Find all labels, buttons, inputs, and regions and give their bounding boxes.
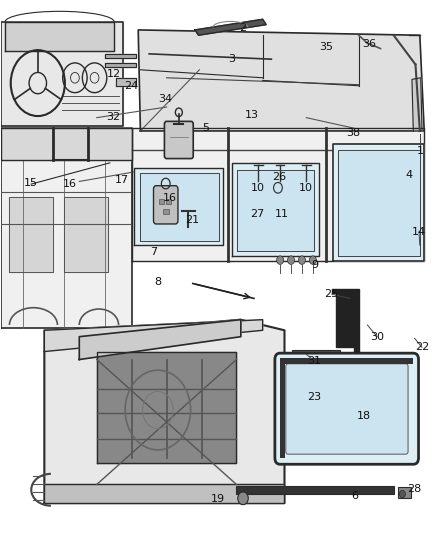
Text: 10: 10 [298, 183, 312, 193]
Text: 8: 8 [154, 278, 162, 287]
Bar [162, 209, 169, 214]
Text: 2: 2 [240, 23, 247, 34]
Circle shape [298, 256, 305, 264]
Text: 34: 34 [159, 94, 173, 104]
Polygon shape [64, 197, 108, 272]
Bar [237, 486, 394, 494]
Text: 1: 1 [417, 146, 424, 156]
Circle shape [399, 490, 406, 498]
Bar [292, 351, 340, 358]
Polygon shape [1, 22, 123, 126]
Text: 31: 31 [307, 356, 321, 366]
Polygon shape [97, 352, 237, 463]
Text: 11: 11 [276, 209, 290, 220]
Polygon shape [338, 150, 420, 256]
Polygon shape [332, 289, 359, 352]
Polygon shape [10, 197, 53, 272]
Text: 28: 28 [407, 484, 422, 494]
Text: 38: 38 [346, 127, 360, 138]
Text: 32: 32 [106, 111, 120, 122]
Polygon shape [237, 169, 314, 251]
Polygon shape [44, 320, 263, 352]
Text: 16: 16 [163, 193, 177, 204]
Text: 19: 19 [211, 494, 225, 504]
FancyBboxPatch shape [164, 122, 193, 159]
Text: 3: 3 [229, 54, 236, 64]
Text: 14: 14 [412, 227, 426, 237]
Text: 36: 36 [363, 39, 377, 49]
FancyBboxPatch shape [275, 353, 419, 464]
Text: 25: 25 [325, 289, 339, 299]
FancyBboxPatch shape [153, 185, 178, 224]
Polygon shape [1, 128, 132, 160]
FancyBboxPatch shape [286, 364, 408, 454]
Text: 6: 6 [351, 491, 358, 501]
Text: 10: 10 [251, 183, 265, 193]
Text: 30: 30 [370, 332, 384, 342]
Text: 4: 4 [405, 170, 413, 180]
Polygon shape [44, 484, 285, 503]
Circle shape [277, 256, 284, 264]
Polygon shape [140, 173, 219, 241]
Bar [280, 360, 286, 458]
Circle shape [288, 256, 294, 264]
Text: 22: 22 [415, 342, 429, 352]
Text: 9: 9 [311, 261, 318, 270]
Polygon shape [106, 54, 136, 58]
Text: 26: 26 [272, 172, 286, 182]
Circle shape [309, 256, 316, 264]
Text: 15: 15 [23, 177, 37, 188]
Polygon shape [412, 78, 422, 131]
Text: 13: 13 [245, 110, 259, 120]
Polygon shape [138, 30, 424, 131]
Text: 21: 21 [185, 215, 199, 225]
Polygon shape [134, 168, 223, 245]
Text: 27: 27 [250, 209, 265, 220]
Polygon shape [1, 128, 132, 328]
Polygon shape [79, 320, 241, 360]
Polygon shape [132, 128, 424, 261]
Text: 7: 7 [150, 247, 157, 256]
Bar [398, 487, 411, 498]
Polygon shape [232, 163, 319, 256]
Text: 24: 24 [124, 81, 138, 91]
Polygon shape [332, 144, 424, 261]
Polygon shape [195, 19, 266, 35]
Polygon shape [106, 63, 136, 67]
Bar [166, 199, 171, 204]
Bar [159, 199, 164, 204]
Text: 12: 12 [107, 69, 121, 79]
Polygon shape [117, 78, 136, 86]
Text: 5: 5 [202, 123, 209, 133]
Text: 18: 18 [357, 411, 371, 422]
Text: 23: 23 [307, 392, 321, 402]
Circle shape [238, 492, 248, 505]
Text: 35: 35 [319, 43, 333, 52]
Text: 17: 17 [115, 175, 129, 185]
Bar [280, 358, 413, 365]
Text: 16: 16 [63, 179, 77, 189]
Polygon shape [5, 22, 114, 51]
Polygon shape [44, 320, 285, 503]
